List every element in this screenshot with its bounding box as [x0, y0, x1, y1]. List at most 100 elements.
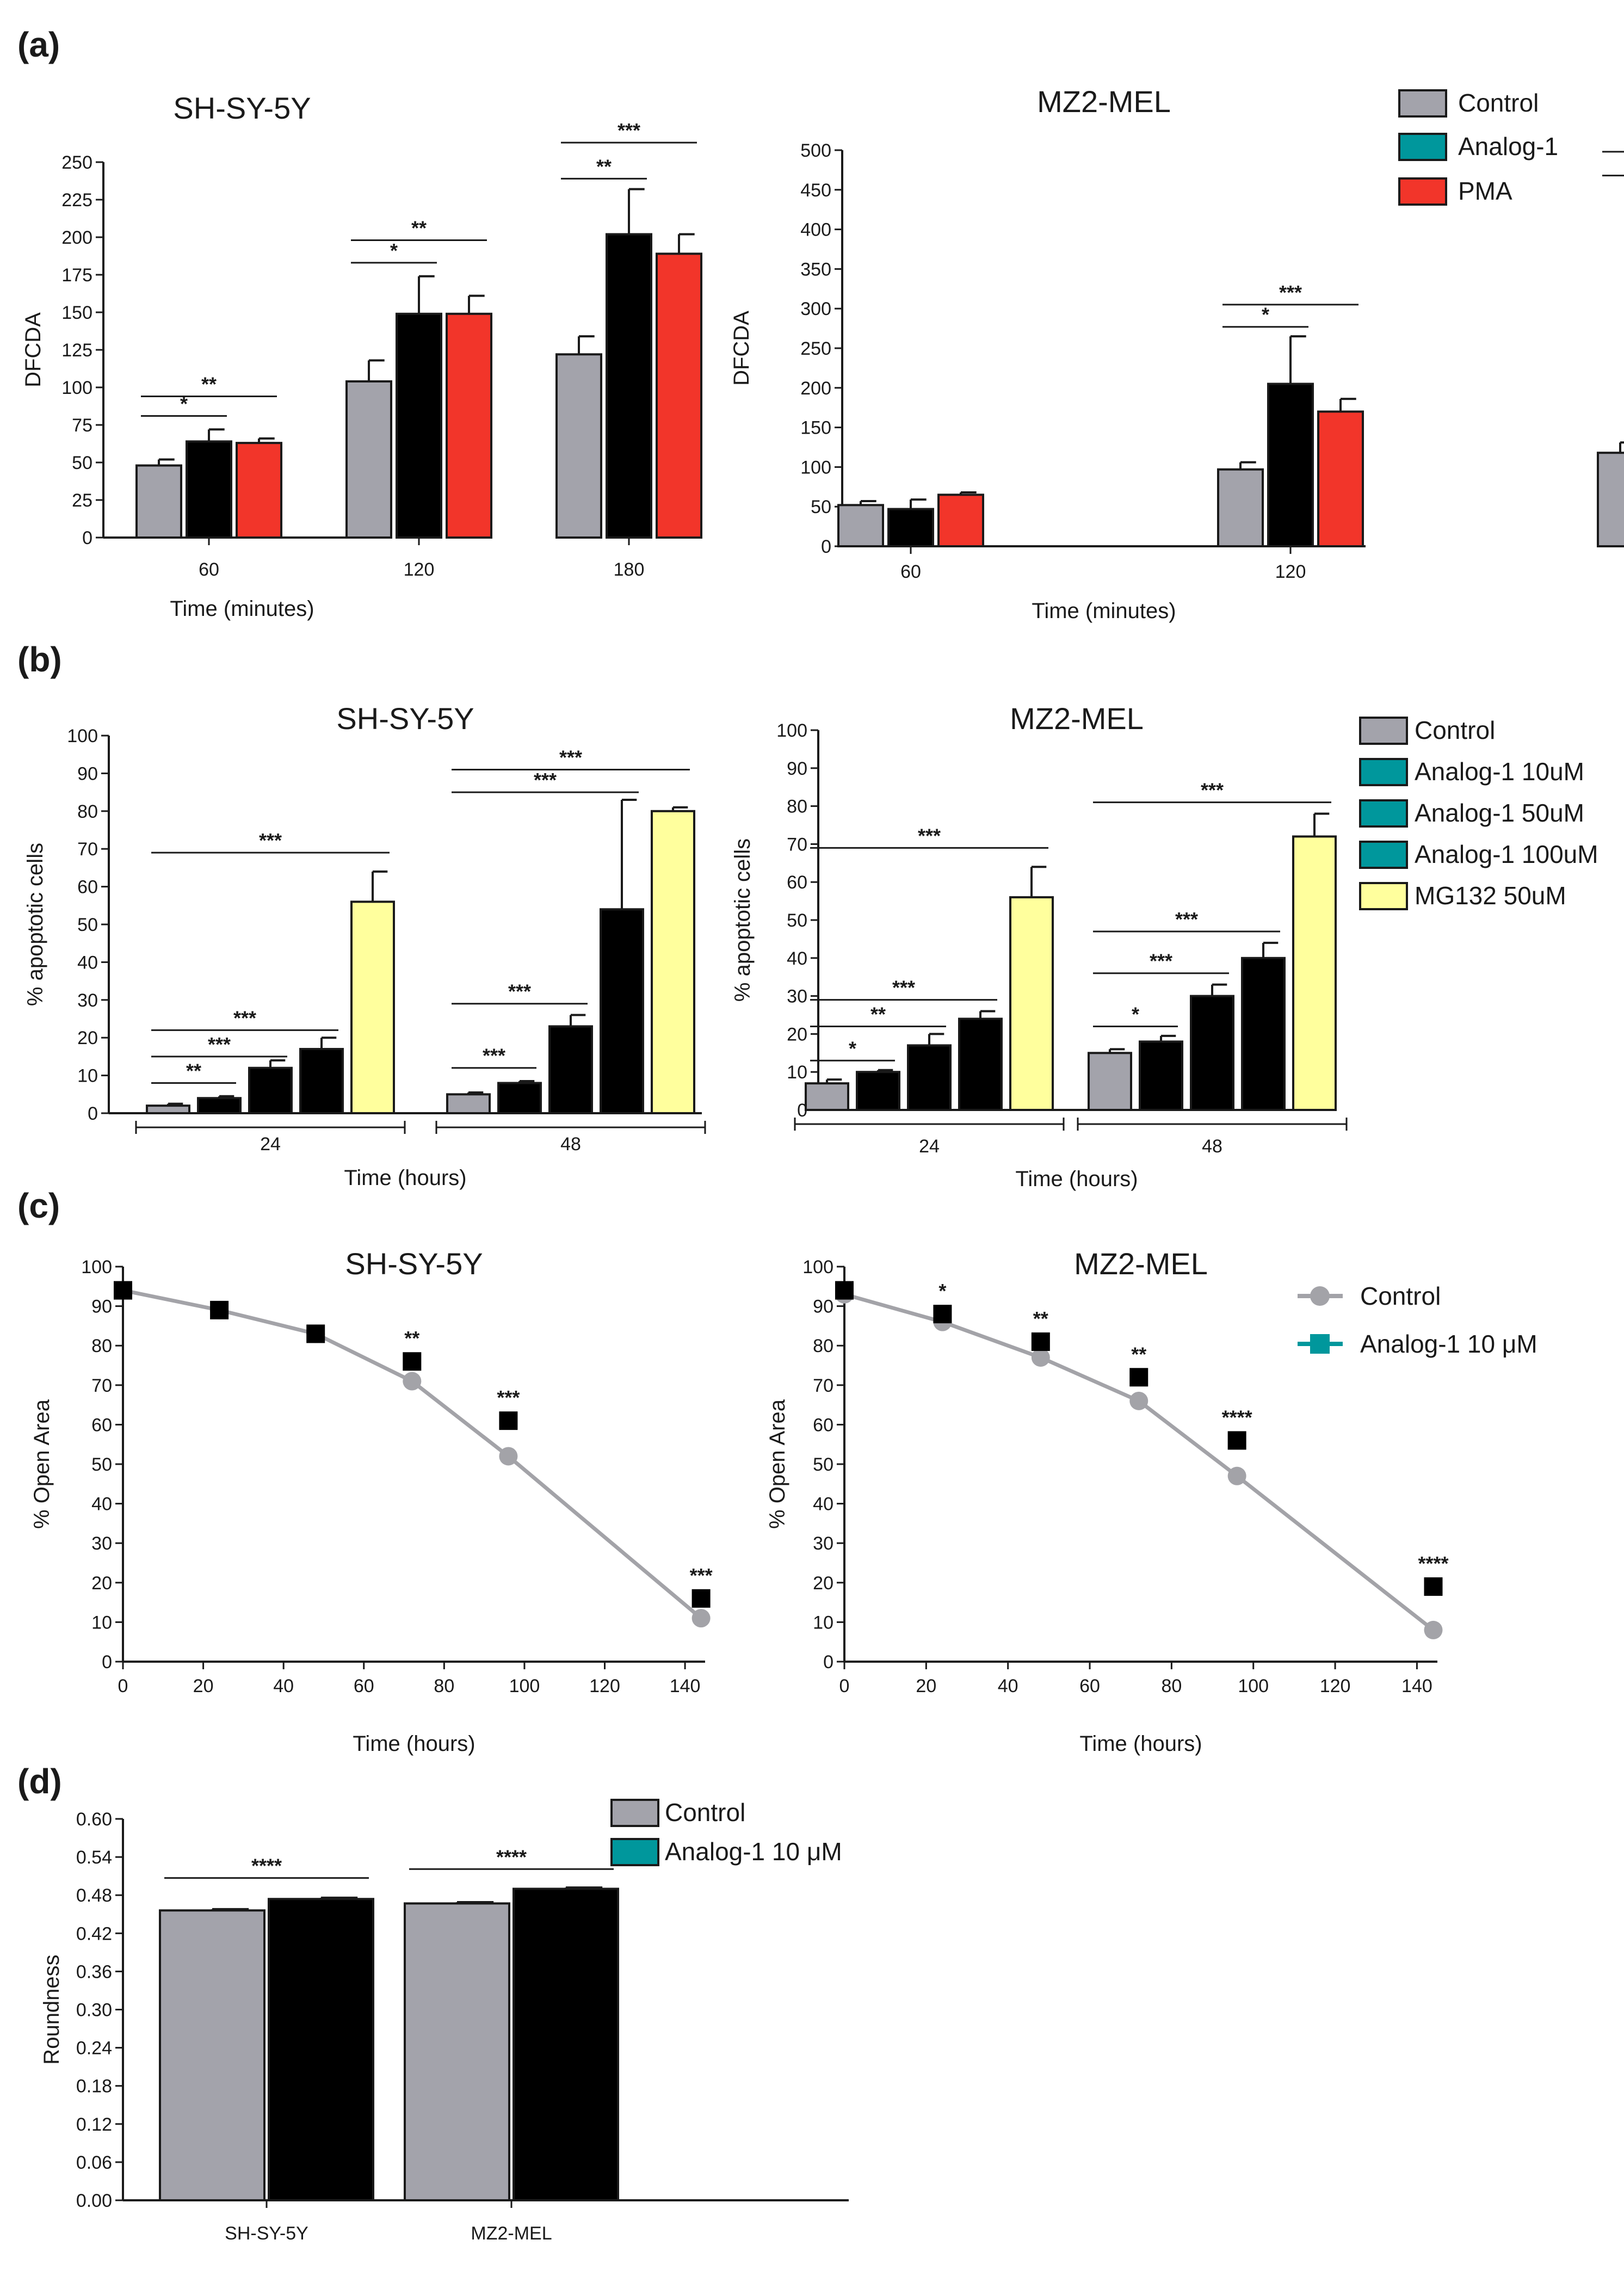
y-tick-label: 40 — [787, 948, 807, 969]
y-tick-label: 30 — [787, 986, 807, 1007]
y-tick-label: 50 — [813, 1454, 833, 1475]
y-tick-label: 100 — [61, 378, 92, 398]
panel-letter-a: (a) — [17, 25, 60, 64]
bar-d-1-0 — [404, 1902, 510, 2202]
significance-label: *** — [483, 1045, 505, 1067]
y-tick-label: 250 — [61, 152, 92, 173]
bar-a2-2-0 — [1597, 452, 1624, 548]
bar-a1-1-2 — [446, 312, 492, 539]
chart-title: SH-SY-5Y — [336, 701, 474, 736]
bar-a1-0-1 — [186, 440, 232, 539]
significance-label: * — [849, 1037, 856, 1059]
bar-b2-1-3 — [1241, 957, 1286, 1112]
y-tick-label: 60 — [813, 1415, 833, 1435]
legend-c-analog-marker — [1310, 1334, 1330, 1354]
y-tick-label: 100 — [81, 1257, 112, 1278]
significance-label: * — [390, 239, 398, 262]
y-tick-label: 50 — [91, 1454, 112, 1475]
y-tick-label: 20 — [813, 1573, 833, 1594]
chart-title: SH-SY-5Y — [345, 1247, 483, 1281]
chart-title: SH-SY-5Y — [173, 91, 311, 125]
x-tick-label: 24 — [260, 1134, 281, 1155]
y-tick-label: 90 — [813, 1297, 833, 1317]
legend-a-control-swatch — [1398, 89, 1447, 118]
y-tick-label: 10 — [91, 1612, 112, 1633]
significance-label: *** — [690, 1564, 713, 1587]
point-control — [499, 1447, 518, 1466]
significance-label: *** — [1150, 950, 1172, 972]
y-tick-label: 125 — [61, 340, 92, 361]
x-tick-label: 120 — [589, 1676, 620, 1696]
significance-label: ** — [201, 373, 217, 396]
y-tick-label: 80 — [787, 797, 807, 817]
significance-label: *** — [1201, 779, 1224, 801]
point-analog — [1031, 1332, 1050, 1351]
legend-b-analog10-label: Analog-1 10uM — [1415, 757, 1584, 786]
y-axis-title: % Open Area — [30, 1399, 54, 1529]
significance-label: ** — [404, 1327, 419, 1349]
bar-d-0-1 — [268, 1898, 374, 2201]
point-analog — [1227, 1431, 1246, 1450]
x-tick-label: 20 — [193, 1676, 214, 1696]
y-tick-label: 0.48 — [76, 1885, 112, 1906]
y-tick-label: 0.00 — [76, 2191, 112, 2211]
bar-b1-0-3 — [299, 1048, 344, 1115]
legend-c: Control Analog-1 10 μM — [1298, 1282, 1537, 1358]
x-tick-label: 0 — [839, 1676, 850, 1696]
x-tick-label: 180 — [614, 559, 645, 580]
x-tick-label: 20 — [916, 1676, 936, 1696]
x-tick-label: 40 — [998, 1676, 1018, 1696]
series-line-0 — [122, 1288, 702, 1620]
legend-d-analog-label: Analog-1 10 μM — [665, 1837, 842, 1866]
significance-label: **** — [1222, 1406, 1252, 1428]
y-tick-label: 80 — [77, 801, 98, 822]
legend-b-analog100-swatch — [1359, 841, 1408, 869]
bar-b2-0-2 — [907, 1044, 952, 1111]
chart-c1: 0 10 20 30 40 50 60 70 80 90 100 0 20 40 60 80 100 120 140… — [30, 1247, 713, 1756]
x-tick-label: 24 — [919, 1136, 940, 1157]
y-tick-label: 70 — [91, 1375, 112, 1396]
point-analog — [403, 1352, 422, 1371]
chart-a1: 0 25 50 75 100 125 150 175 200 225 250 SH-SY-5Y Time… — [21, 91, 702, 621]
chart-c2: 0 10 20 30 40 50 60 70 80 90 100 0 20 40 60 80 100 120 140… — [765, 1247, 1449, 1756]
bar-a1-2-2 — [656, 252, 702, 539]
y-tick-label: 400 — [800, 220, 831, 240]
y-tick-label: 50 — [787, 910, 807, 931]
bar-a1-2-0 — [555, 353, 602, 539]
point-analog — [306, 1324, 325, 1343]
y-tick-label: 200 — [61, 227, 92, 248]
x-tick-label: 120 — [404, 559, 435, 580]
legend-d-control-label: Control — [665, 1798, 745, 1827]
y-tick-label: 0 — [82, 528, 92, 548]
x-axis-title: Time (minutes) — [1032, 599, 1176, 623]
series-line-0 — [844, 1292, 1435, 1632]
bar-b2-0-3 — [958, 1017, 1003, 1111]
legend-d: Control Analog-1 10 μM — [610, 1798, 842, 1866]
y-tick-label: 60 — [77, 877, 98, 898]
y-tick-label: 40 — [91, 1494, 112, 1515]
y-tick-label: 80 — [91, 1336, 112, 1356]
legend-a-pma-label: PMA — [1458, 177, 1512, 205]
significance-label: ** — [596, 155, 612, 177]
bar-b2-0-4 — [1009, 896, 1054, 1111]
y-tick-label: 50 — [811, 497, 831, 517]
y-tick-label: 50 — [77, 915, 98, 935]
bar-b2-1-4 — [1292, 835, 1337, 1111]
y-axis-title: % apoptotic cells — [23, 843, 47, 1006]
bar-a2-1-1 — [1267, 382, 1314, 548]
legend-b-analog50-label: Analog-1 50uM — [1415, 799, 1584, 827]
y-tick-label: 100 — [800, 457, 831, 478]
y-tick-label: 100 — [802, 1257, 833, 1278]
y-tick-label: 70 — [813, 1375, 833, 1396]
significance-label: * — [1132, 1003, 1139, 1025]
point-control — [1227, 1466, 1246, 1485]
bar-d-0-0 — [159, 1909, 265, 2201]
x-tick-label: 60 — [354, 1676, 374, 1696]
chart-d: 0.00 0.06 0.12 0.18 0.24 0.30 0.36 0.42 0.48 0.54… — [40, 1809, 849, 2244]
y-tick-label: 20 — [787, 1024, 807, 1045]
point-control — [403, 1372, 422, 1391]
significance-label: * — [180, 392, 188, 415]
y-tick-label: 350 — [800, 259, 831, 280]
